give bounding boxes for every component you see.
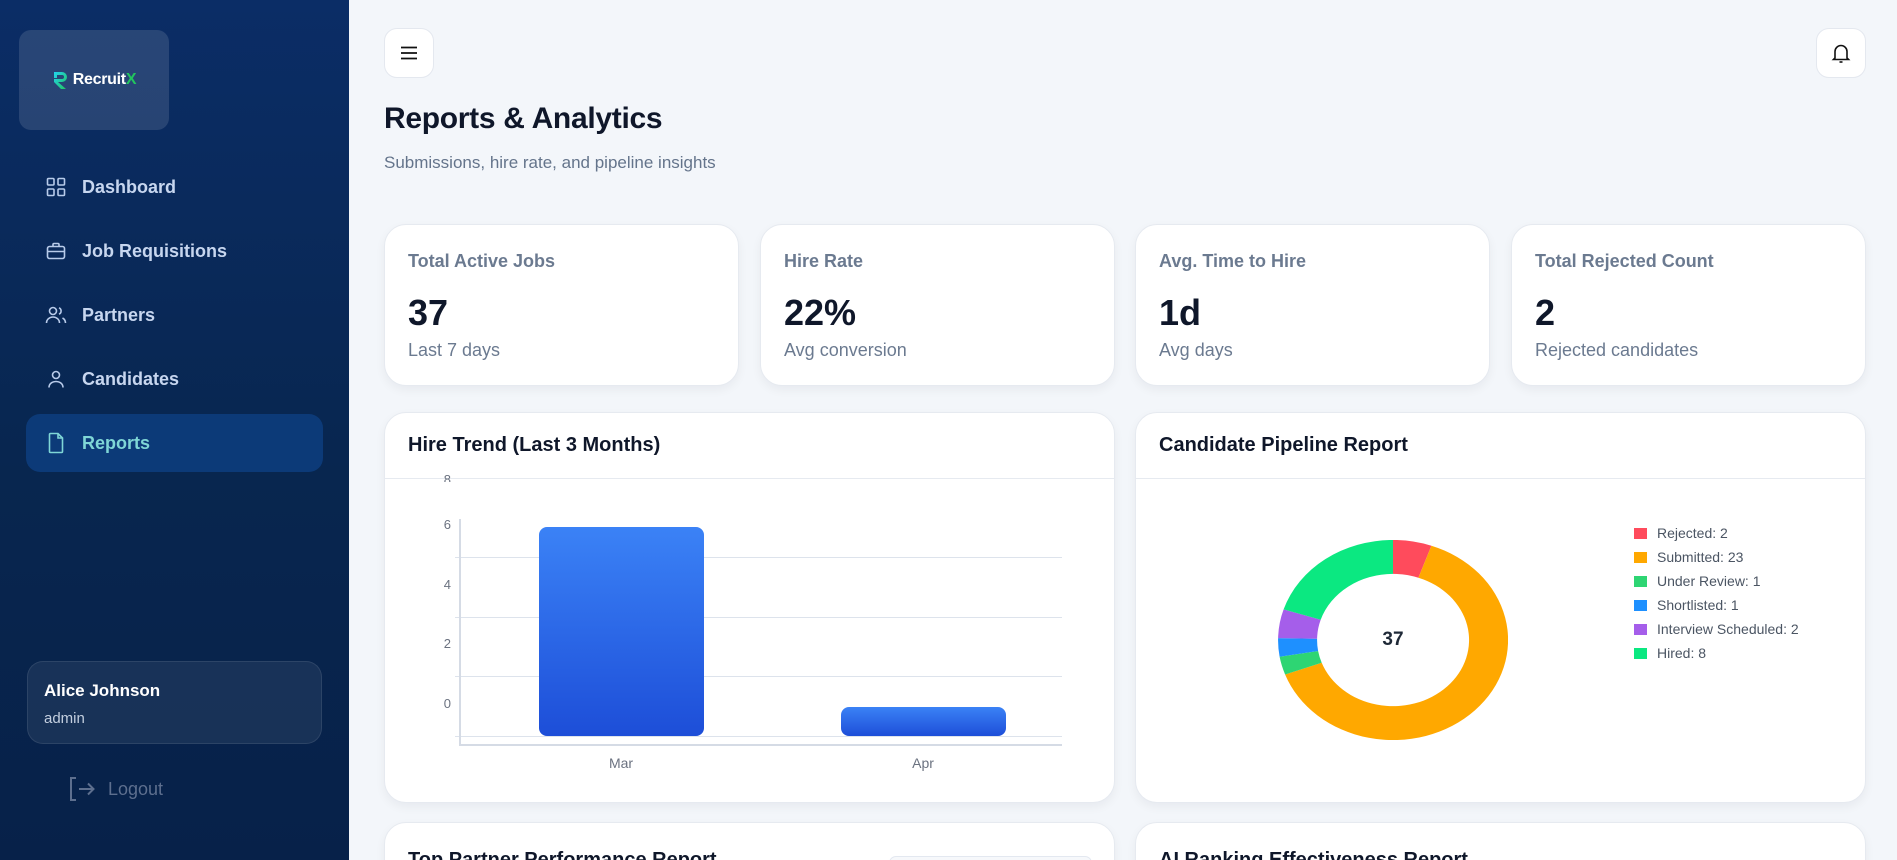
y-tick: 8 (443, 472, 451, 482)
legend-swatch (1634, 527, 1647, 539)
menu-toggle-button[interactable] (384, 28, 434, 78)
donut-center-total: 37 (1382, 629, 1404, 650)
sidebar-item-candidates[interactable]: Candidates (26, 350, 323, 408)
sidebar-item-label: Candidates (82, 368, 180, 389)
x-tick: Apr (912, 755, 934, 771)
user-name: Alice Johnson (44, 681, 161, 700)
app-logo[interactable]: RecruitX (19, 30, 169, 130)
main-content: Reports & Analytics Submissions, hire ra… (349, 0, 1897, 860)
ai-ranking-card: AI Ranking Effectiveness Report (1135, 822, 1866, 860)
candidate-pipeline-card: Candidate Pipeline Report (1135, 412, 1866, 803)
legend-swatch (1634, 647, 1647, 659)
stat-value: 37 (408, 292, 449, 333)
sidebar-item-label: Reports (82, 432, 151, 453)
legend-item-submitted[interactable]: Submitted: 23 (1634, 545, 1799, 569)
sidebar-item-reports[interactable]: Reports (26, 414, 323, 472)
logout-button[interactable]: Logout (68, 776, 163, 802)
bar-apr[interactable] (841, 707, 1006, 736)
x-axis (459, 744, 1062, 746)
legend-swatch (1634, 551, 1647, 563)
grid-line (455, 736, 1062, 737)
y-axis (459, 519, 461, 745)
card-title: Hire Trend (Last 3 Months) (408, 434, 661, 456)
user-icon (45, 368, 67, 390)
stat-card-hire-rate: Hire Rate 22% Avg conversion (760, 224, 1115, 386)
grid-line (455, 557, 1062, 558)
app-name: RecruitX (72, 71, 137, 88)
sidebar: RecruitX Dashboard Job Requisitions Part… (0, 0, 349, 860)
grid-icon (45, 176, 67, 198)
user-role: admin (44, 710, 85, 727)
y-tick: 2 (443, 636, 451, 651)
x-tick: Mar (608, 755, 634, 771)
logout-icon (70, 777, 95, 801)
stat-label: Hire Rate (784, 251, 864, 271)
partner-performance-card: Top Partner Performance Report Top: Suni… (384, 822, 1115, 860)
sidebar-item-label: Partners (82, 304, 156, 325)
stat-label: Total Active Jobs (408, 251, 556, 271)
stat-subtext: Last 7 days (408, 340, 501, 360)
card-title: AI Ranking Effectiveness Report (1159, 849, 1468, 860)
stat-subtext: Rejected candidates (1535, 340, 1699, 360)
sidebar-nav: Dashboard Job Requisitions Partners Cand… (26, 158, 323, 478)
grid-line (455, 617, 1062, 618)
legend-swatch (1634, 599, 1647, 611)
legend-item-rejected[interactable]: Rejected: 2 (1634, 521, 1799, 545)
legend-swatch (1634, 575, 1647, 587)
page-subtitle: Submissions, hire rate, and pipeline ins… (384, 153, 716, 172)
hire-trend-bar-chart: 8 6 4 2 0 Mar Apr (385, 472, 1114, 802)
stat-card-total-rejected: Total Rejected Count 2 Rejected candidat… (1511, 224, 1866, 386)
bar-mar[interactable] (539, 527, 704, 736)
stat-subtext: Avg conversion (784, 340, 907, 360)
logout-label: Logout (108, 778, 164, 799)
stat-value: 22% (784, 292, 857, 333)
users-icon (45, 304, 67, 326)
sidebar-item-partners[interactable]: Partners (26, 286, 323, 344)
stat-label: Total Rejected Count (1535, 251, 1714, 271)
pipeline-donut-chart[interactable]: 37 (1278, 539, 1509, 741)
recruitx-logo-icon (53, 72, 67, 89)
stat-card-avg-time-to-hire: Avg. Time to Hire 1d Avg days (1135, 224, 1490, 386)
pipeline-legend: Rejected: 2 Submitted: 23 Under Review: … (1634, 521, 1799, 665)
y-tick: 4 (443, 577, 451, 592)
user-profile-card[interactable]: Alice Johnson admin (27, 661, 322, 744)
hire-trend-card: Hire Trend (Last 3 Months) 8 6 4 2 0 Mar… (384, 412, 1115, 803)
file-icon (45, 432, 67, 454)
stat-card-total-active-jobs: Total Active Jobs 37 Last 7 days (384, 224, 739, 386)
legend-item-hired[interactable]: Hired: 8 (1634, 641, 1799, 665)
y-tick: 0 (443, 696, 451, 711)
stat-label: Avg. Time to Hire (1159, 251, 1307, 271)
grid-line (455, 676, 1062, 677)
stat-value: 1d (1159, 292, 1202, 333)
notifications-button[interactable] (1816, 28, 1866, 78)
bell-icon (1831, 44, 1851, 63)
briefcase-icon (45, 240, 67, 262)
card-title: Candidate Pipeline Report (1159, 434, 1408, 456)
legend-swatch (1634, 623, 1647, 635)
page-title: Reports & Analytics (384, 102, 663, 135)
sidebar-item-label: Job Requisitions (82, 240, 228, 261)
stat-subtext: Avg days (1159, 340, 1233, 360)
legend-item-interview-scheduled[interactable]: Interview Scheduled: 2 (1634, 617, 1799, 641)
legend-item-under-review[interactable]: Under Review: 1 (1634, 569, 1799, 593)
stat-value: 2 (1535, 292, 1556, 333)
hamburger-icon (401, 46, 417, 60)
card-title: Top Partner Performance Report (408, 849, 717, 860)
y-tick: 6 (443, 517, 451, 532)
legend-item-shortlisted[interactable]: Shortlisted: 1 (1634, 593, 1799, 617)
sidebar-item-label: Dashboard (82, 176, 177, 197)
sidebar-item-job-requisitions[interactable]: Job Requisitions (26, 222, 323, 280)
top-partner-badge: Top: Sunimal Perera (P-0057) (888, 856, 1092, 860)
sidebar-item-dashboard[interactable]: Dashboard (26, 158, 323, 216)
